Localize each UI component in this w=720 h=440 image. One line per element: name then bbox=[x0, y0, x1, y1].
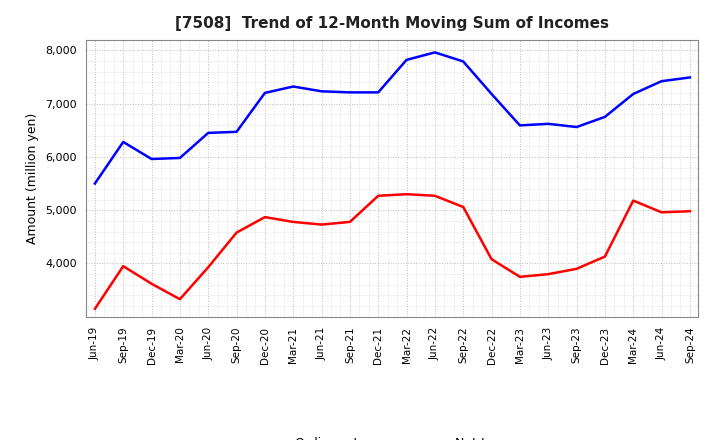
Legend: Ordinary Income, Net Income: Ordinary Income, Net Income bbox=[252, 432, 533, 440]
Ordinary Income bbox=[318, 89, 326, 94]
Net Income bbox=[346, 219, 354, 224]
Net Income bbox=[600, 254, 609, 259]
Net Income bbox=[148, 281, 156, 286]
Net Income bbox=[487, 257, 496, 262]
Ordinary Income bbox=[600, 114, 609, 120]
Ordinary Income bbox=[374, 90, 382, 95]
Ordinary Income bbox=[629, 92, 637, 97]
Ordinary Income bbox=[176, 155, 184, 161]
Ordinary Income bbox=[657, 78, 666, 84]
Net Income bbox=[629, 198, 637, 203]
Net Income bbox=[685, 209, 694, 214]
Net Income bbox=[204, 264, 212, 270]
Ordinary Income bbox=[459, 59, 467, 64]
Ordinary Income bbox=[148, 156, 156, 161]
Ordinary Income bbox=[402, 57, 411, 62]
Ordinary Income bbox=[204, 130, 212, 136]
Ordinary Income bbox=[261, 90, 269, 95]
Net Income bbox=[544, 271, 552, 277]
Ordinary Income bbox=[516, 123, 524, 128]
Net Income bbox=[572, 266, 581, 271]
Net Income bbox=[289, 219, 297, 224]
Ordinary Income bbox=[487, 92, 496, 97]
Net Income bbox=[318, 222, 326, 227]
Ordinary Income bbox=[544, 121, 552, 126]
Ordinary Income bbox=[119, 139, 127, 145]
Line: Net Income: Net Income bbox=[95, 194, 690, 309]
Ordinary Income bbox=[91, 181, 99, 186]
Net Income bbox=[233, 230, 241, 235]
Ordinary Income bbox=[346, 90, 354, 95]
Net Income bbox=[176, 297, 184, 302]
Net Income bbox=[91, 306, 99, 312]
Net Income bbox=[261, 214, 269, 220]
Ordinary Income bbox=[289, 84, 297, 89]
Y-axis label: Amount (million yen): Amount (million yen) bbox=[27, 113, 40, 244]
Line: Ordinary Income: Ordinary Income bbox=[95, 52, 690, 183]
Ordinary Income bbox=[233, 129, 241, 135]
Net Income bbox=[119, 264, 127, 269]
Net Income bbox=[459, 204, 467, 209]
Ordinary Income bbox=[431, 50, 439, 55]
Ordinary Income bbox=[572, 125, 581, 130]
Ordinary Income bbox=[685, 75, 694, 80]
Net Income bbox=[431, 193, 439, 198]
Net Income bbox=[657, 210, 666, 215]
Net Income bbox=[374, 193, 382, 198]
Net Income bbox=[516, 274, 524, 279]
Title: [7508]  Trend of 12-Month Moving Sum of Incomes: [7508] Trend of 12-Month Moving Sum of I… bbox=[176, 16, 609, 32]
Net Income bbox=[402, 191, 411, 197]
